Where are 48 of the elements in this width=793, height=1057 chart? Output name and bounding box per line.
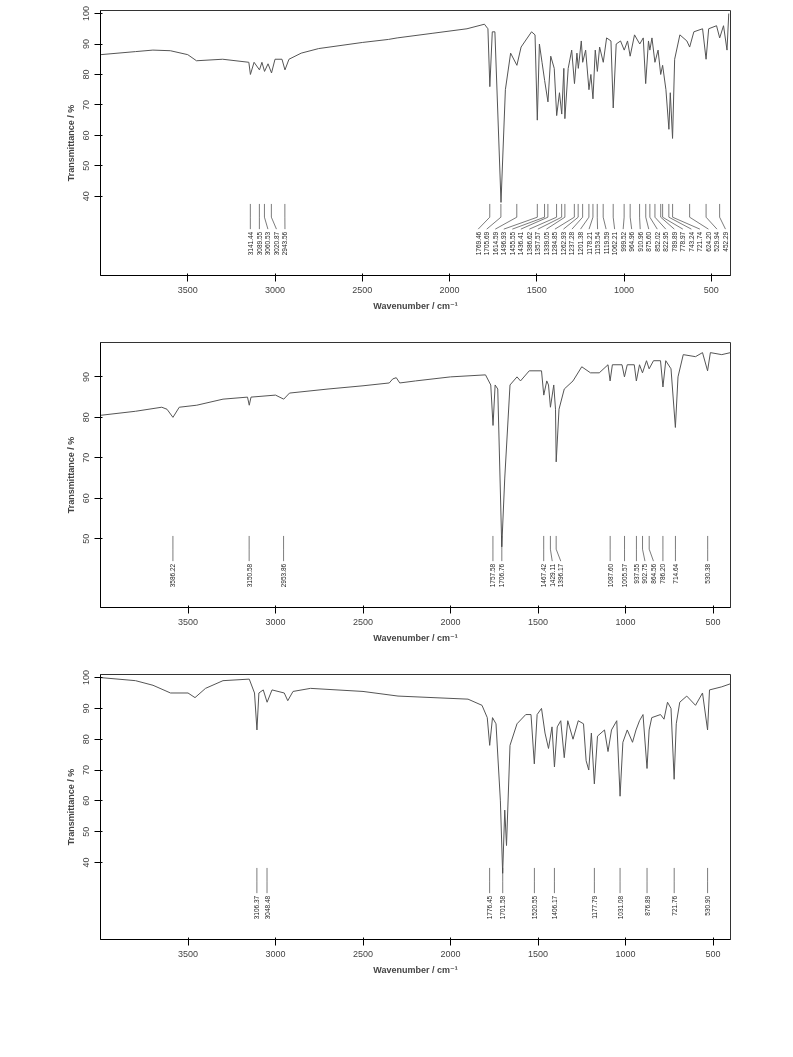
- y-axis-title: Transmittance / %: [65, 436, 76, 514]
- x-tick-label: 500: [705, 616, 721, 627]
- y-tick-label: 100: [81, 6, 92, 22]
- x-axis-title: Wavenumber / cm⁻¹: [373, 300, 458, 311]
- y-tick-label: 50: [81, 826, 92, 837]
- x-tick-label: 1000: [614, 284, 635, 295]
- y-tick-label: 90: [81, 39, 92, 50]
- line-series: [100, 13, 730, 203]
- x-tick-label: 3000: [265, 284, 286, 295]
- x-tick-label: 2000: [439, 284, 460, 295]
- y-tick-label: 70: [81, 765, 92, 776]
- y-tick-label: 50: [81, 160, 92, 171]
- y-tick-label: 90: [81, 371, 92, 382]
- y-axis-title: Transmittance / %: [65, 104, 76, 182]
- y-tick-label: 50: [81, 533, 92, 544]
- y-tick-label: 60: [81, 493, 92, 504]
- x-tick-label: 2500: [352, 616, 374, 627]
- line-series: [100, 352, 731, 548]
- x-tick-label: 500: [703, 284, 719, 295]
- x-tick-label: 2000: [440, 616, 461, 627]
- x-tick-label: 500: [705, 948, 721, 959]
- y-tick-label: 80: [81, 69, 92, 80]
- x-tick-label: 3000: [265, 616, 286, 627]
- x-tick-label: 2500: [352, 948, 374, 959]
- y-tick-label: 80: [81, 412, 92, 423]
- y-tick-label: 60: [81, 130, 92, 141]
- x-tick-label: 3000: [265, 948, 286, 959]
- x-tick-label: 3500: [177, 284, 198, 295]
- x-tick-label: 3500: [177, 616, 199, 627]
- x-tick-label: 2000: [440, 948, 461, 959]
- y-tick-label: 100: [81, 670, 92, 686]
- x-tick-label: 1500: [527, 616, 549, 627]
- x-tick-label: 1000: [615, 616, 636, 627]
- y-axis-title: Transmittance / %: [65, 768, 76, 846]
- x-tick-label: 1500: [527, 948, 549, 959]
- y-tick-label: 40: [81, 191, 92, 202]
- x-tick-label: 1500: [526, 284, 547, 295]
- y-tick-label: 70: [81, 99, 92, 110]
- y-tick-label: 70: [81, 452, 92, 463]
- y-tick-label: 60: [81, 795, 92, 806]
- x-tick-label: 1000: [615, 948, 636, 959]
- y-tick-label: 80: [81, 734, 92, 745]
- x-axis-title: Wavenumber / cm⁻¹: [373, 632, 458, 643]
- y-tick-label: 40: [81, 857, 92, 868]
- x-tick-label: 2500: [352, 284, 373, 295]
- y-tick-label: 90: [81, 703, 92, 714]
- x-tick-label: 3500: [177, 948, 199, 959]
- x-axis-title: Wavenumber / cm⁻¹: [373, 964, 458, 975]
